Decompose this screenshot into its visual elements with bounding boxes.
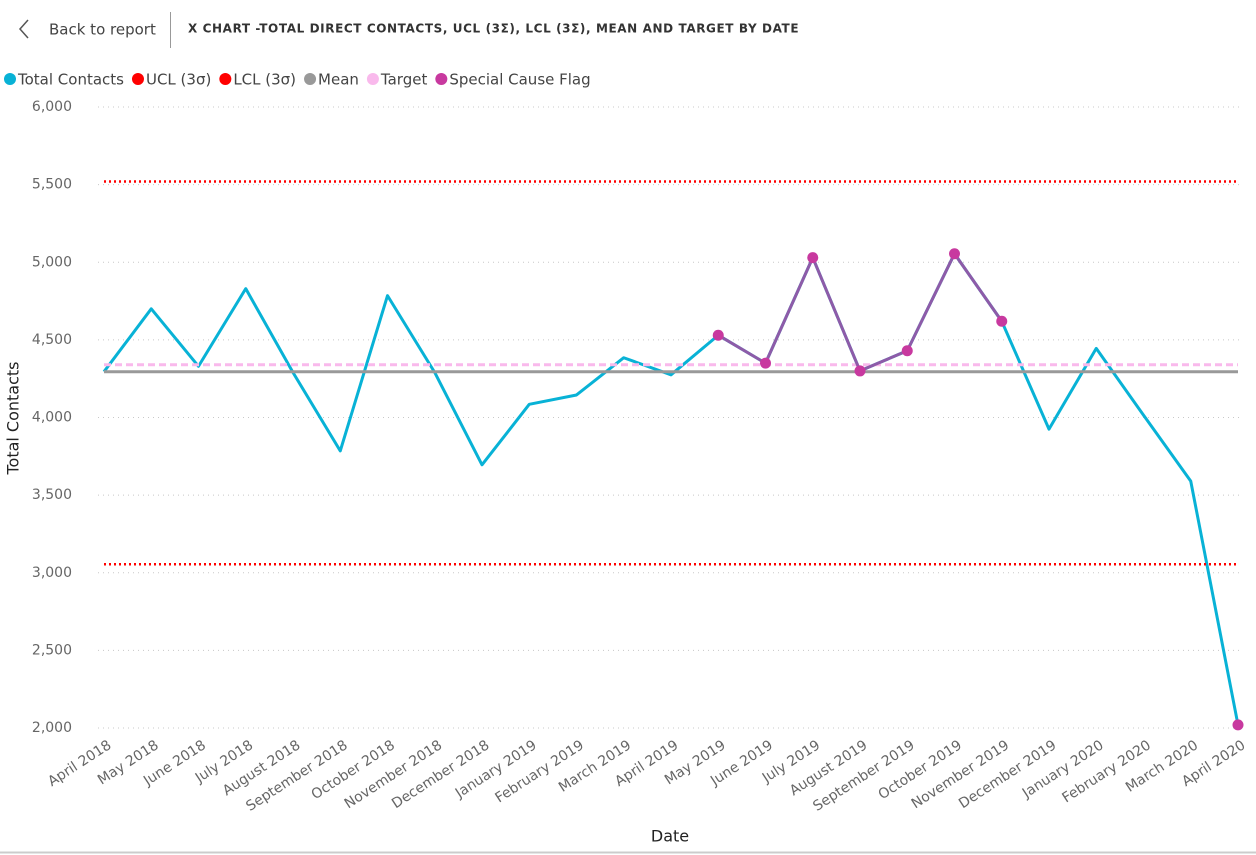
back-button[interactable]: Back to report: [49, 21, 156, 39]
series-marker: [1232, 719, 1244, 731]
series-marker: [712, 329, 724, 341]
series-line: [718, 254, 1238, 725]
series-marker: [949, 248, 960, 260]
series-marker: [854, 365, 866, 377]
legend-marker: [219, 73, 232, 85]
series-marker: [996, 315, 1008, 327]
legend-label: Mean: [318, 71, 359, 89]
y-tick-label: 4,500: [32, 332, 72, 348]
series-line: [102, 252, 1240, 726]
legend-label: UCL (3σ): [146, 71, 211, 89]
legend-marker: [366, 73, 379, 85]
series-marker: [807, 252, 819, 264]
legend-label: LCL (3σ): [233, 71, 296, 89]
legend-marker: [131, 73, 144, 85]
back-icon[interactable]: [18, 19, 29, 39]
y-tick-label: 2,000: [32, 720, 72, 736]
y-tick-label: 3,500: [32, 487, 72, 503]
y-tick-label: 5,500: [32, 177, 72, 193]
legend-label: Total Contacts: [17, 71, 124, 89]
y-axis-title: Total Contacts: [4, 361, 23, 475]
y-tick-label: 4,000: [32, 410, 72, 426]
y-tick-label: 3,000: [32, 565, 72, 581]
series-marker: [760, 357, 771, 369]
legend-marker: [4, 73, 16, 85]
chart-title: X CHART -TOTAL DIRECT CONTACTS, UCL (3Σ)…: [188, 22, 799, 36]
legend-label: Target: [380, 71, 428, 89]
x-axis-title: Date: [651, 827, 689, 846]
y-tick-label: 2,500: [32, 642, 72, 658]
legend-marker: [435, 73, 448, 85]
series-marker: [901, 345, 913, 357]
legend-marker: [304, 73, 317, 85]
y-tick-label: 5,000: [32, 254, 72, 270]
legend-label: Special Cause Flag: [449, 71, 590, 89]
y-tick-label: 6,000: [32, 99, 72, 115]
